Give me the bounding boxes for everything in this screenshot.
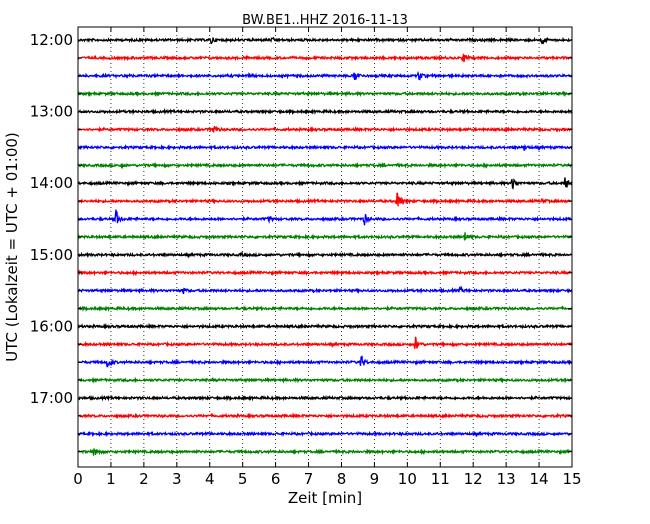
trace-row-12:30 [77, 70, 573, 82]
x-tick-label-5: 5 [238, 470, 248, 488]
x-tick-label-6: 6 [271, 470, 281, 488]
x-tick-label-13: 13 [497, 470, 516, 488]
y-tick-label-0: 12:00 [30, 31, 73, 49]
x-tick-label-7: 7 [304, 470, 314, 488]
y-axis-ticks: 12:00 13:00 14:00 15:00 16:00 17:00 [30, 31, 572, 453]
trace-row-17:15 [77, 412, 573, 420]
trace-rows [77, 36, 573, 456]
y-tick-label-5: 17:00 [30, 389, 73, 407]
trace-row-13:00 [77, 107, 573, 116]
plot-frame [77, 26, 573, 468]
y-tick-label-3: 15:00 [30, 246, 73, 264]
x-tick-label-9: 9 [370, 470, 380, 488]
x-tick-label-12: 12 [464, 470, 483, 488]
x-tick-label-0: 0 [73, 470, 83, 488]
x-axis-ticks: 0 1 2 3 4 5 6 7 8 9 10 11 12 13 14 15 [73, 27, 582, 488]
trace-row-16:15 [77, 336, 573, 349]
y-tick-label-1: 13:00 [30, 103, 73, 121]
trace-row-14:15 [77, 192, 573, 207]
y-tick-label-2: 14:00 [30, 174, 73, 192]
trace-row-17:30 [77, 430, 573, 438]
trace-row-13:45 [77, 161, 573, 170]
x-tick-label-4: 4 [205, 470, 215, 488]
trace-row-13:15 [77, 125, 573, 133]
trace-row-16:45 [77, 376, 573, 384]
x-tick-label-15: 15 [562, 470, 581, 488]
trace-row-14:45 [77, 232, 573, 241]
trace-row-15:45 [77, 304, 573, 313]
x-tick-label-8: 8 [337, 470, 347, 488]
trace-row-17:45 [77, 448, 573, 456]
trace-row-17:00 [77, 394, 573, 402]
vertical-grid-lines [110, 27, 540, 467]
x-tick-label-1: 1 [106, 470, 116, 488]
y-tick-label-4: 16:00 [30, 317, 73, 335]
chart-title: BW.BE1..HHZ 2016-11-13 [242, 13, 408, 28]
y-axis-label: UTC (Lokalzeit = UTC + 01:00) [3, 132, 21, 362]
x-axis-label: Zeit [min] [288, 489, 362, 507]
trace-row-15:00 [77, 251, 573, 259]
trace-row-16:30 [77, 355, 573, 368]
trace-row-16:00 [77, 322, 573, 330]
trace-row-12:15 [77, 53, 573, 63]
trace-row-14:00 [77, 177, 573, 190]
trace-row-13:30 [77, 143, 573, 151]
x-tick-label-2: 2 [139, 470, 149, 488]
trace-row-12:45 [77, 90, 573, 98]
trace-row-12:00 [77, 36, 573, 45]
x-tick-label-11: 11 [431, 470, 450, 488]
x-tick-label-3: 3 [172, 470, 182, 488]
trace-row-15:30 [77, 285, 573, 295]
x-tick-label-10: 10 [398, 470, 417, 488]
trace-row-14:30 [77, 209, 573, 226]
trace-row-15:15 [77, 269, 573, 277]
x-tick-label-14: 14 [530, 470, 549, 488]
